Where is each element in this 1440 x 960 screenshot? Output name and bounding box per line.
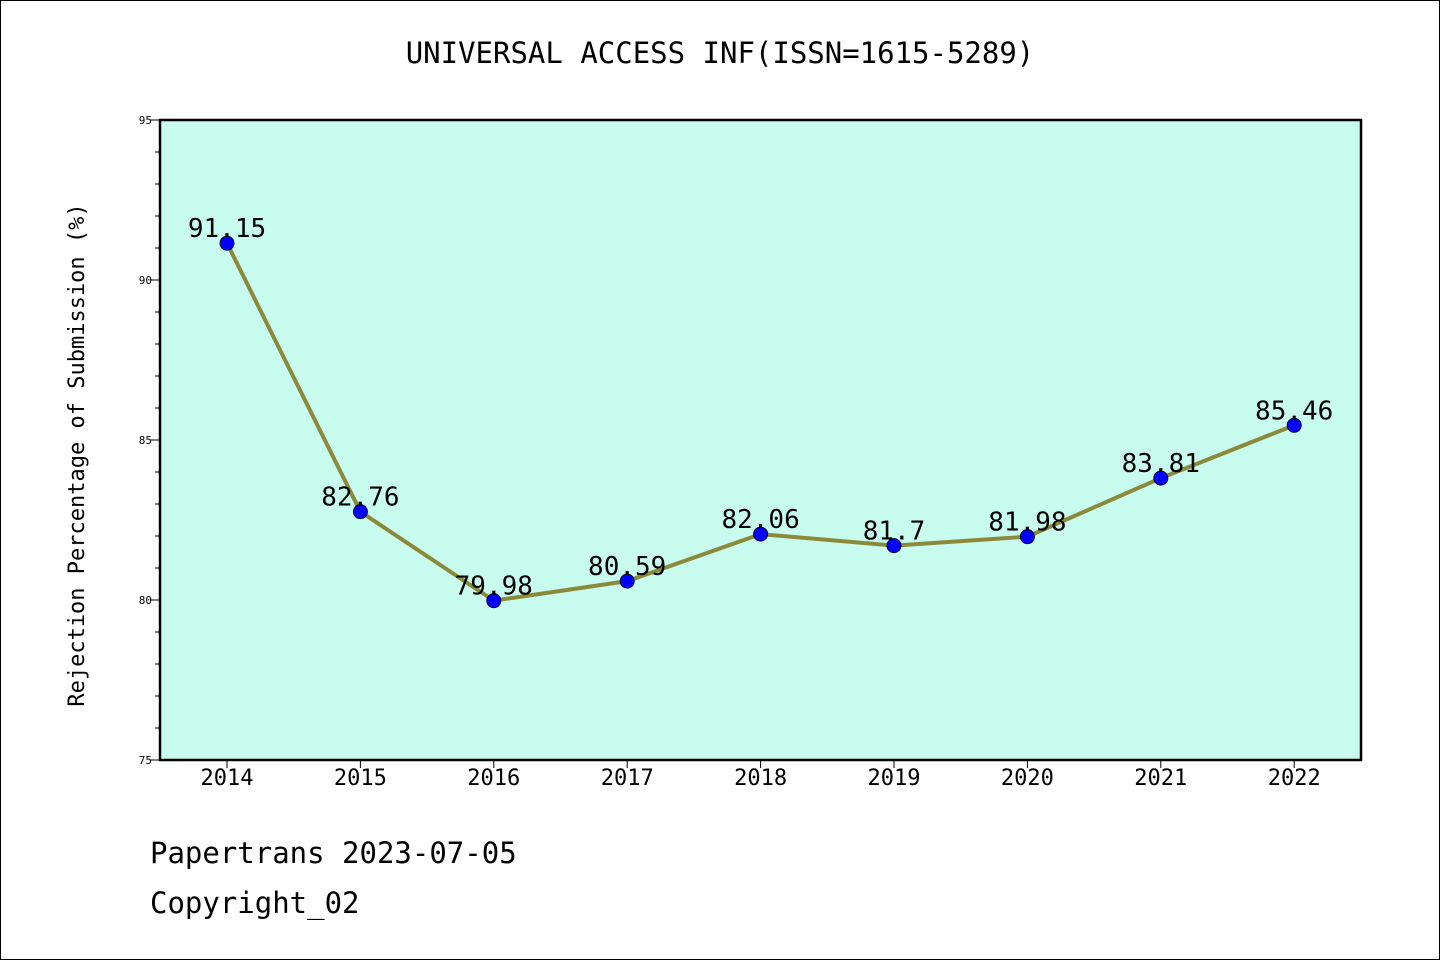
footer-date: Papertrans 2023-07-05 xyxy=(150,836,517,870)
y-tick-label: 85 xyxy=(139,434,152,447)
data-label: 91.15 xyxy=(188,214,266,244)
y-tick-label: 90 xyxy=(139,274,152,287)
x-tick-label: 2018 xyxy=(734,766,787,791)
data-point xyxy=(486,593,502,609)
y-tick-label: 95 xyxy=(139,114,152,127)
y-axis-label: Rejection Percentage of Submission (%) xyxy=(65,203,90,706)
footer-copyright: Copyright_02 xyxy=(150,886,360,920)
data-point xyxy=(1286,417,1302,433)
data-point xyxy=(753,526,769,542)
x-tick-label: 2022 xyxy=(1268,766,1321,791)
plot-area xyxy=(158,118,1363,762)
chart-title: UNIVERSAL ACCESS INF(ISSN=1615-5289) xyxy=(405,36,1035,70)
x-tick-label: 2020 xyxy=(1001,766,1054,791)
data-point xyxy=(619,573,635,589)
x-tick-label: 2017 xyxy=(601,766,654,791)
x-tick-label: 2016 xyxy=(467,766,520,791)
x-tick-label: 2019 xyxy=(868,766,921,791)
data-label: 82.76 xyxy=(321,483,399,513)
data-label: 83.81 xyxy=(1122,449,1200,479)
data-label: 82.06 xyxy=(721,505,799,535)
series-layer: 91.15 82.76 79.98 80.59 82.06 81.7 81.98 83.81 8… xyxy=(188,214,1333,609)
data-point xyxy=(1019,529,1035,545)
data-point xyxy=(1153,470,1169,486)
data-label: 80.59 xyxy=(588,552,666,582)
x-tick-label: 2015 xyxy=(334,766,387,791)
data-label: 79.98 xyxy=(455,572,533,602)
data-label: 81.98 xyxy=(988,508,1066,538)
y-tick-label: 80 xyxy=(139,594,152,607)
axis-ticks: 75 80 85 90 95 2014 2015 2016 2017 2018 2019 2020 20… xyxy=(139,114,1321,791)
data-point xyxy=(886,538,902,554)
y-tick-label: 75 xyxy=(139,754,152,767)
data-point xyxy=(352,504,368,520)
data-label: 85.46 xyxy=(1255,396,1333,426)
data-point xyxy=(219,235,235,251)
data-label: 81.7 xyxy=(863,517,926,547)
x-tick-label: 2021 xyxy=(1134,766,1187,791)
x-tick-label: 2014 xyxy=(201,766,254,791)
